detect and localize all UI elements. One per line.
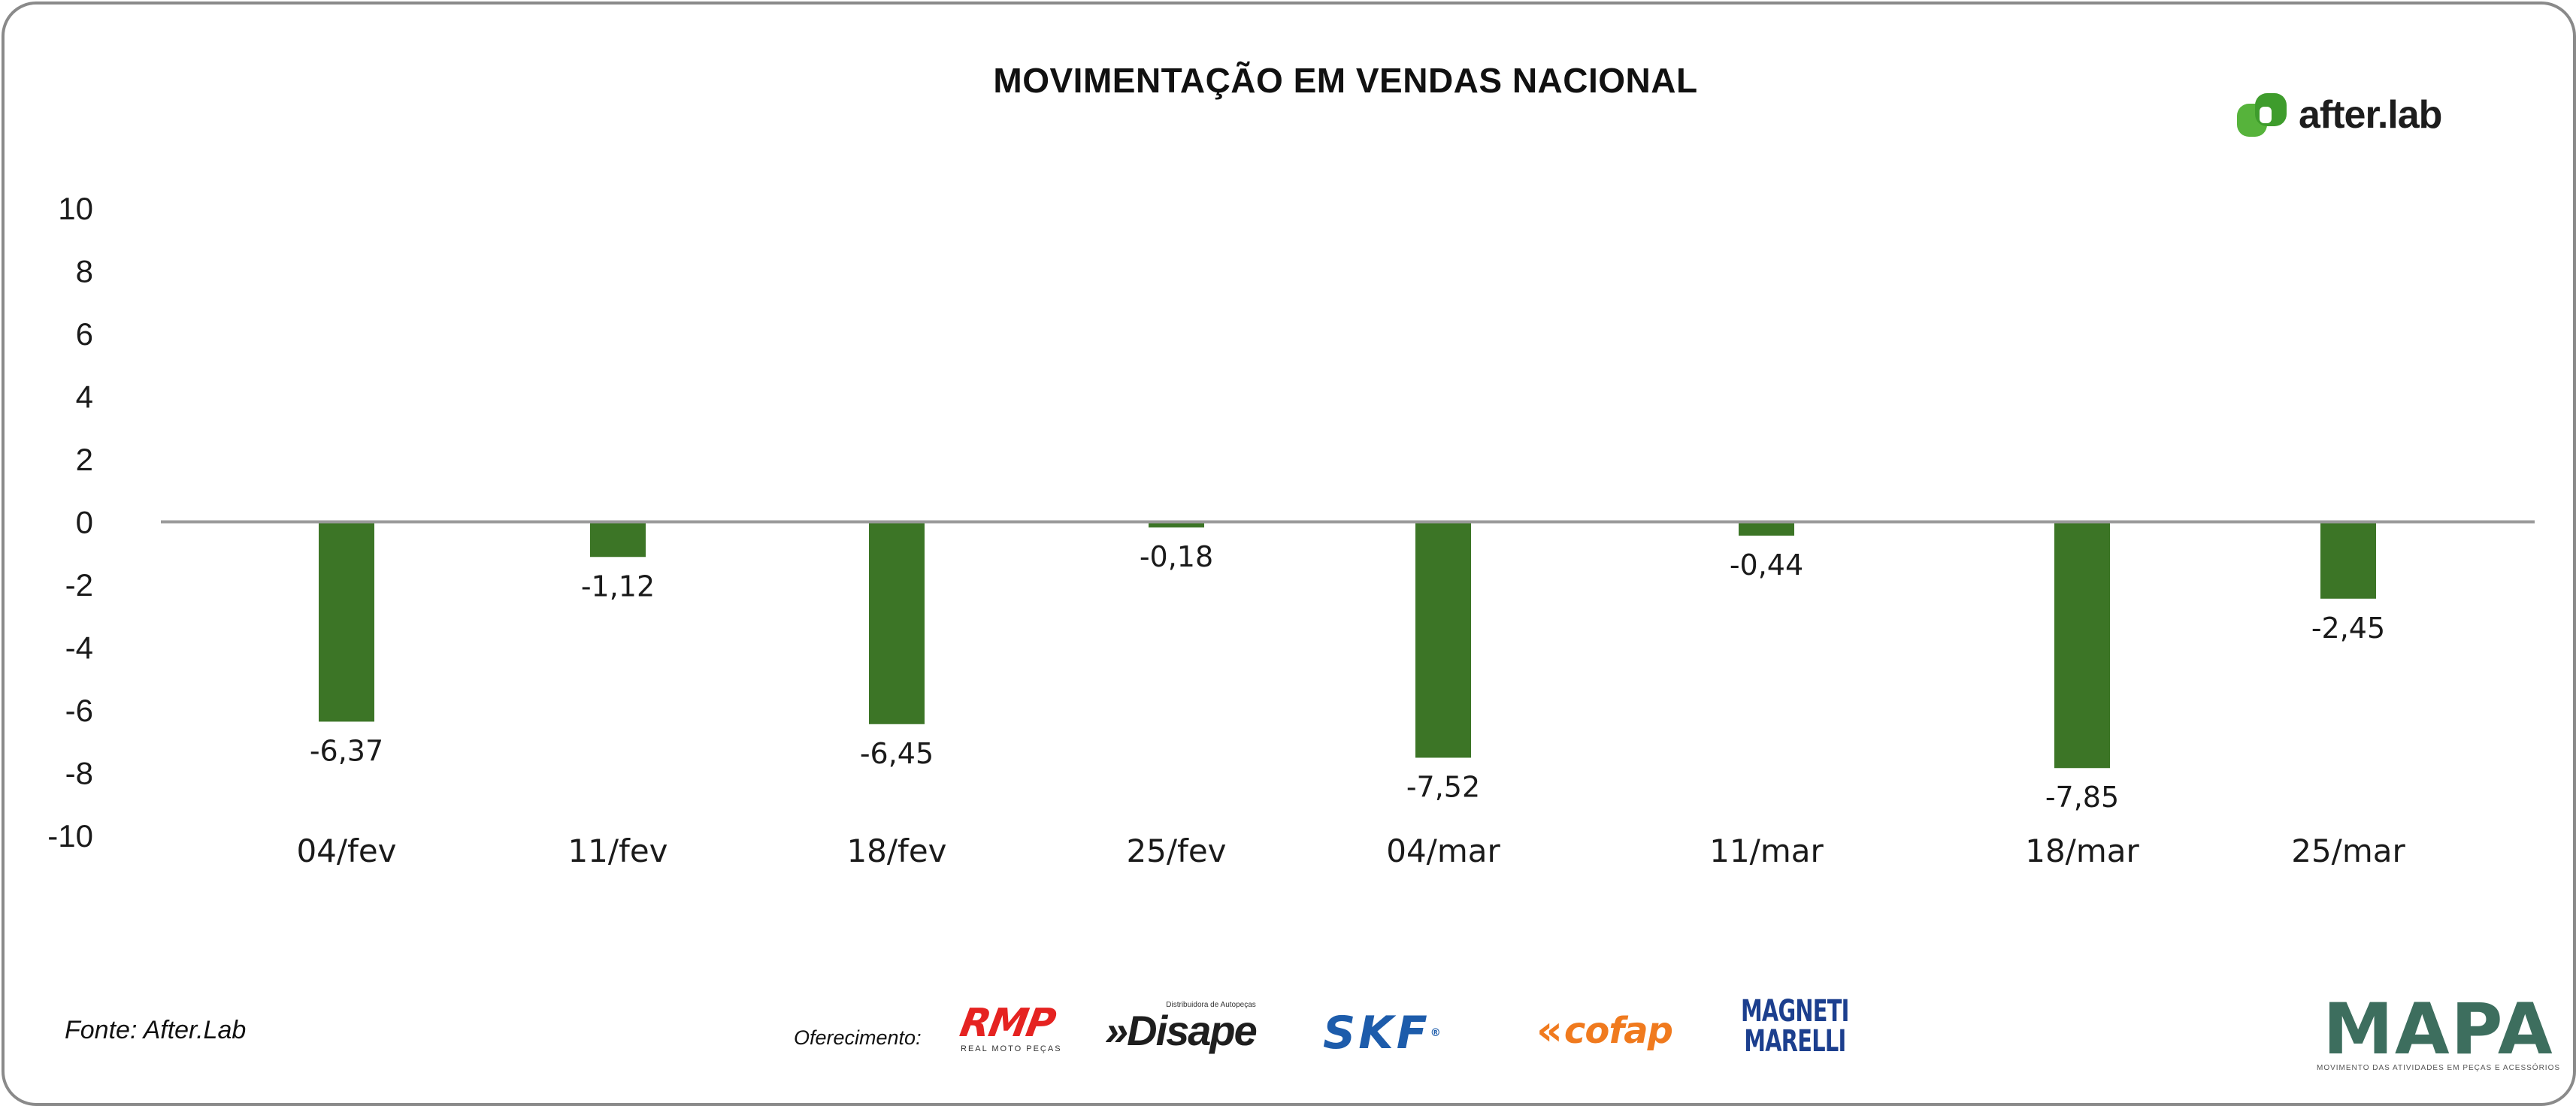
magneti-logo-line2: MARELLI <box>1744 1024 1846 1059</box>
magneti-logo-line1: MAGNETI <box>1740 994 1849 1029</box>
bar <box>869 521 925 724</box>
chart-title: MOVIMENTAÇÃO EM VENDAS NACIONAL <box>993 61 1698 100</box>
x-tick-label: 04/mar <box>1386 833 1500 869</box>
disape-logo: Distribuidora de Autopeças »Disape <box>1105 1001 1258 1055</box>
disape-logo-subtext: Distribuidora de Autopeças <box>1166 1001 1256 1009</box>
data-label: -0,18 <box>1140 540 1213 573</box>
rmp-logo: RMP REAL MOTO PEÇAS <box>957 1001 1062 1053</box>
rmp-logo-subtext: REAL MOTO PEÇAS <box>961 1044 1062 1053</box>
afterlab-logo-icon <box>2237 92 2291 138</box>
source-note: Fonte: After.Lab <box>65 1016 247 1044</box>
bar <box>319 521 374 722</box>
x-tick-label: 11/fev <box>568 833 667 869</box>
data-label: -1,12 <box>581 570 655 603</box>
x-tick-label: 04/fev <box>296 833 396 869</box>
y-tick-label: -6 <box>65 693 93 728</box>
y-tick-label: 6 <box>76 316 93 352</box>
bar <box>2320 521 2376 599</box>
rmp-logo-text: RMP <box>956 1001 1058 1046</box>
mapa-logo-text: MAPA <box>2323 989 2554 1071</box>
data-label: -0,44 <box>1730 548 1803 582</box>
x-tick-label: 18/mar <box>2025 833 2139 869</box>
y-tick-label: 8 <box>76 254 93 289</box>
disape-logo-text: »Disape <box>1105 1007 1258 1054</box>
y-tick-label: -8 <box>65 756 93 791</box>
data-label: -2,45 <box>2311 612 2385 645</box>
y-tick-label: 0 <box>76 505 93 540</box>
data-label: -6,45 <box>860 737 934 770</box>
bar <box>1149 521 1204 528</box>
cofap-logo-text: cofap <box>1563 1009 1673 1052</box>
skf-logo-text: SKF <box>1323 1007 1430 1059</box>
x-tick-label: 25/mar <box>2291 833 2405 869</box>
x-tick-label: 11/mar <box>1709 833 1824 869</box>
y-tick-label: 10 <box>58 191 93 226</box>
x-tick-label: 25/fev <box>1126 833 1226 869</box>
skf-logo: SKF ® <box>1323 1007 1441 1059</box>
x-tick-label: 18/fev <box>846 833 946 869</box>
bar-chart: 10 8 6 4 2 0 -2 -4 -6 -8 -10 -6,37 04/fev -1,12 11/fev… <box>47 191 2535 869</box>
bar <box>1415 521 1471 758</box>
mapa-logo: MAPA MOVIMENTO DAS ATIVIDADES EM PEÇAS E… <box>2317 989 2561 1073</box>
cofap-logo: « cofap <box>1536 1007 1673 1054</box>
y-tick-label: 4 <box>76 379 93 415</box>
bar <box>2054 521 2110 769</box>
mapa-logo-subtext: MOVIMENTO DAS ATIVIDADES EM PEÇAS E ACES… <box>2317 1064 2561 1072</box>
data-label: -7,85 <box>2045 781 2119 814</box>
sponsor-label: Oferecimento: <box>794 1026 922 1049</box>
bar <box>1739 521 1794 536</box>
cofap-chevron-icon: « <box>1536 1007 1563 1054</box>
y-tick-label: -4 <box>65 630 93 666</box>
data-label: -6,37 <box>310 734 383 767</box>
bar <box>590 521 646 558</box>
y-tick-label: -10 <box>47 818 93 854</box>
data-label: -7,52 <box>1406 770 1480 803</box>
afterlab-logo-text: after.lab <box>2299 93 2442 137</box>
magneti-marelli-logo: MAGNETI MARELLI <box>1720 996 1870 1056</box>
y-tick-label: 2 <box>76 442 93 477</box>
y-tick-label: -2 <box>65 567 93 603</box>
afterlab-logo: after.lab <box>2237 89 2442 141</box>
